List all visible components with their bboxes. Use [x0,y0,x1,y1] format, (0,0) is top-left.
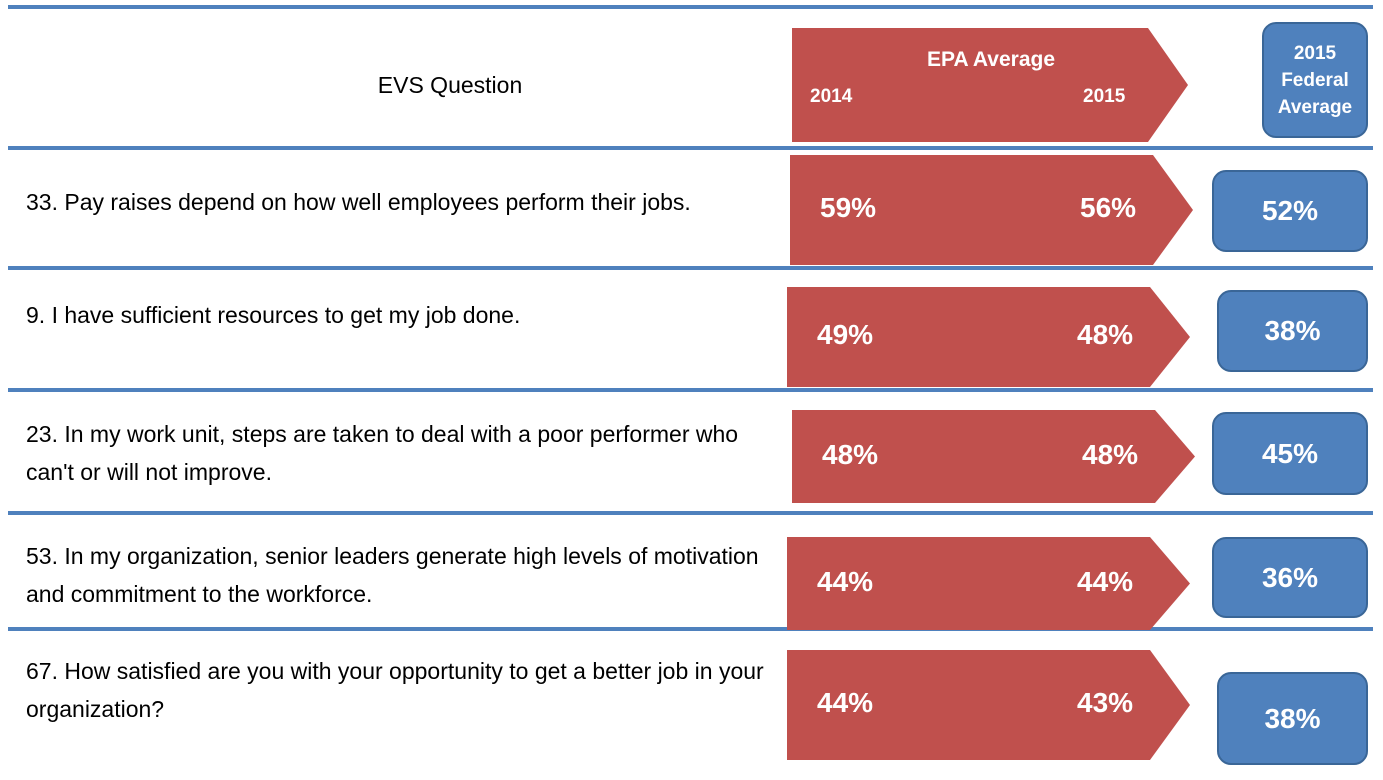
arrow-shape [792,410,1195,503]
header-year: 2014 [810,86,853,107]
divider [8,266,1373,270]
federal-value: 45% [1212,412,1368,495]
question: 33. Pay raises depend on how well employ… [26,189,691,215]
arrow-fill [790,155,1193,265]
header-federal: 2015 Federal Average [1262,22,1368,138]
arrow-shape [787,537,1190,630]
arrow-fill [787,287,1190,387]
federal-value: 36% [1212,537,1368,618]
federal-value: 38% [1217,672,1368,765]
epa-2014: 44% [817,565,874,597]
question: 23. In my work unit, steps are taken to … [26,420,739,485]
federal-value: 38% [1217,290,1368,372]
arrow-fill [787,650,1190,760]
epa-2015: 48% [1082,438,1139,470]
arrow-shape [787,650,1190,760]
arrow-shape [790,155,1193,265]
epa-2014: 44% [817,687,874,718]
epa-2014: 49% [817,319,874,350]
question: 53. In my organization, senior leaders g… [26,543,759,607]
divider [8,627,1373,631]
epa-2015: 56% [1080,192,1137,223]
epa-2014: 48% [822,438,879,470]
epa-2015: 44% [1077,565,1134,597]
arrow-fill [787,537,1190,630]
header-year: 2015 [1083,86,1126,107]
epa-2015: 48% [1077,319,1134,350]
arrow-shape [787,287,1190,387]
arrow-fill [792,28,1188,142]
divider [8,146,1373,150]
header-epa: EPA Average [927,48,1055,71]
header-question: EVS Question [377,72,523,98]
federal-value: 52% [1212,170,1368,252]
epa-2015: 43% [1077,687,1134,718]
arrow-shape [792,28,1188,142]
arrow-fill [792,410,1195,503]
epa-2014: 59% [820,192,877,223]
question: 67. How satisfied are you with your oppo… [26,658,764,722]
divider [8,388,1373,392]
divider [8,5,1373,9]
question: 9. I have sufficient resources to get my… [26,302,521,328]
divider [8,511,1373,515]
